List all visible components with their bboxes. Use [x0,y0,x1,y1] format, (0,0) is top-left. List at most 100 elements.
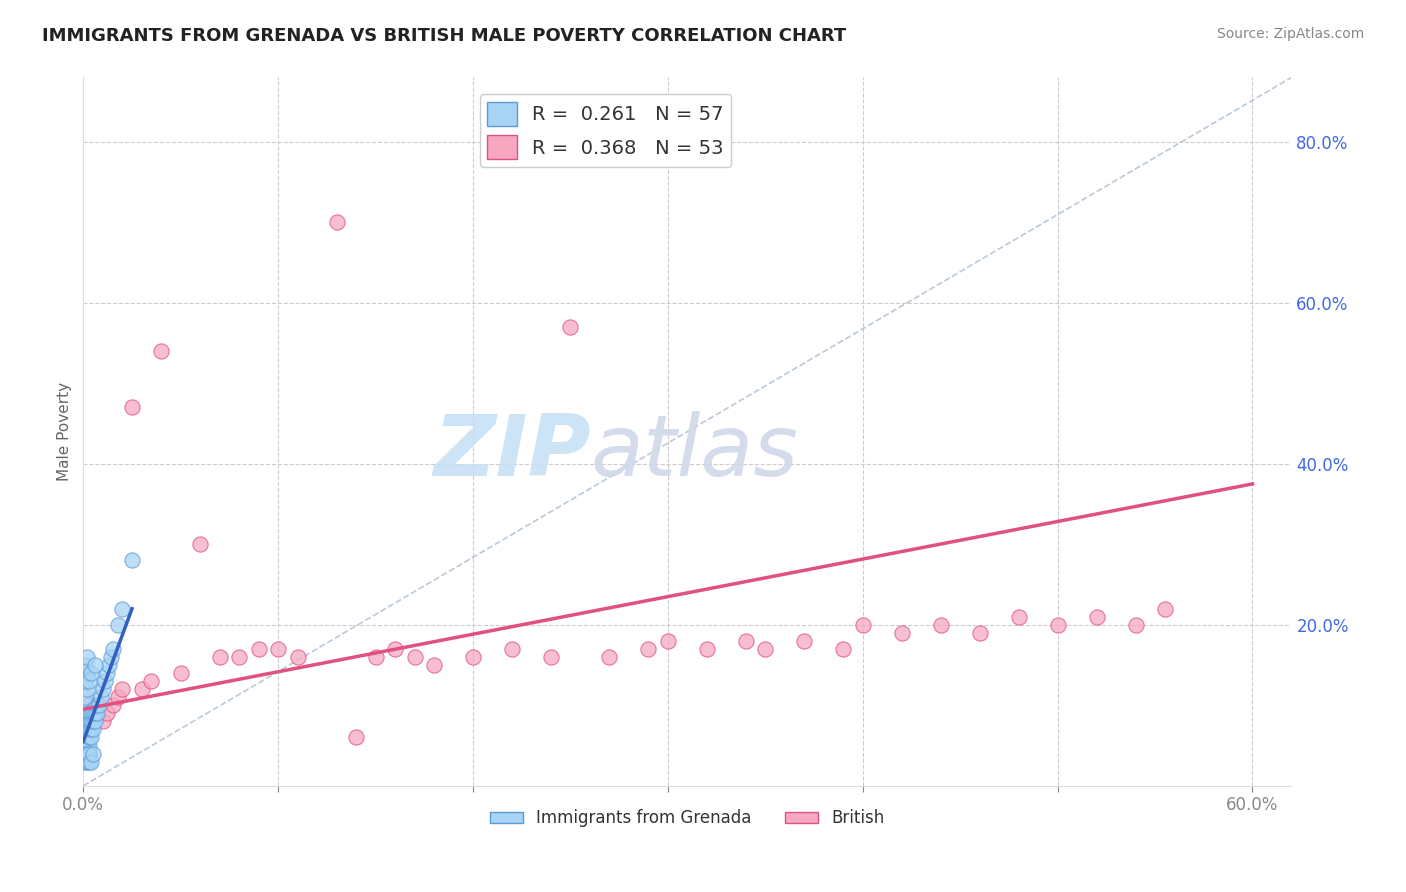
Point [76,682,98,697]
Point [111,601,134,615]
Point [1085,609,1108,624]
Point [84,658,107,673]
Point [754,642,776,657]
Point [1007,609,1029,624]
Point [461,650,484,665]
Point [1046,617,1069,632]
Point [208,650,231,665]
Y-axis label: Male Poverty: Male Poverty [58,382,72,481]
Point [87,698,110,713]
Point [107,690,129,705]
Point [75,690,97,705]
Point [80,706,103,721]
Point [82,706,104,721]
Point [121,401,143,415]
Text: atlas: atlas [591,411,799,494]
Point [82,723,104,737]
Point [75,739,97,753]
Point [890,625,912,640]
Point [80,714,103,729]
Point [96,666,118,681]
Point [188,537,211,551]
Point [696,642,718,657]
Point [90,690,112,705]
Point [76,739,98,753]
Point [86,698,108,713]
Legend: Immigrants from Grenada, British: Immigrants from Grenada, British [484,803,891,834]
Point [77,755,100,769]
Point [77,731,100,745]
Point [131,682,153,697]
Point [93,674,115,689]
Point [77,706,100,721]
Point [91,714,114,729]
Point [170,666,193,681]
Point [77,739,100,753]
Point [100,650,122,665]
Point [80,755,103,769]
Point [540,650,562,665]
Point [384,642,406,657]
Point [76,706,98,721]
Point [84,706,107,721]
Point [84,698,107,713]
Point [80,714,103,729]
Point [1153,601,1175,615]
Point [76,666,98,681]
Point [76,731,98,745]
Point [86,706,108,721]
Point [76,747,98,761]
Point [1125,617,1147,632]
Point [423,658,446,673]
Point [325,215,347,229]
Point [77,747,100,761]
Point [77,714,100,729]
Point [247,642,270,657]
Point [852,617,875,632]
Point [267,642,290,657]
Point [87,698,110,713]
Point [287,650,309,665]
Point [75,714,97,729]
Point [657,633,679,648]
Point [75,658,97,673]
Point [96,706,118,721]
Point [111,682,134,697]
Point [107,617,129,632]
Point [75,731,97,745]
Point [141,674,163,689]
Point [76,747,98,761]
Point [101,642,124,657]
Point [344,731,367,745]
Point [77,747,100,761]
Point [75,674,97,689]
Point [75,747,97,761]
Text: Source: ZipAtlas.com: Source: ZipAtlas.com [1216,27,1364,41]
Point [76,698,98,713]
Point [76,755,98,769]
Point [364,650,387,665]
Point [75,747,97,761]
Point [82,747,104,761]
Point [598,650,620,665]
Point [76,723,98,737]
Point [76,739,98,753]
Point [76,706,98,721]
Point [734,633,756,648]
Point [793,633,815,648]
Point [637,642,659,657]
Point [75,706,97,721]
Point [76,650,98,665]
Point [91,682,114,697]
Point [121,553,143,567]
Point [77,698,100,713]
Point [75,723,97,737]
Point [86,706,108,721]
Point [82,706,104,721]
Point [80,666,103,681]
Point [82,714,104,729]
Point [228,650,250,665]
Point [832,642,855,657]
Point [404,650,426,665]
Point [560,320,582,334]
